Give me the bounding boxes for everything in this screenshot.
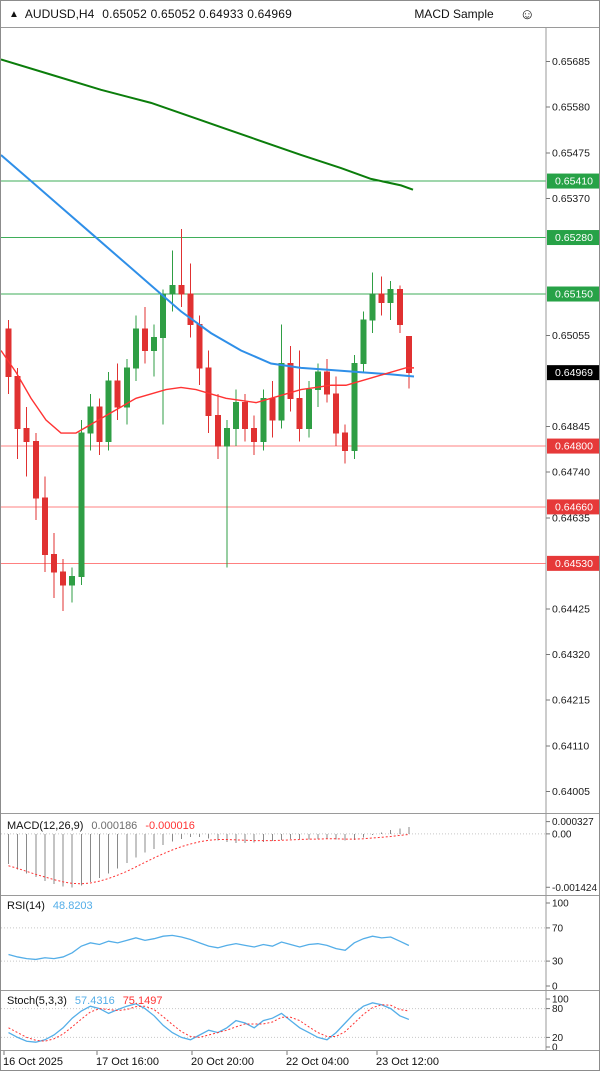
svg-text:0.64425: 0.64425 — [552, 603, 590, 615]
svg-text:0.64845: 0.64845 — [552, 421, 590, 433]
svg-text:0.65685: 0.65685 — [552, 56, 590, 68]
macd-signal-line — [8, 833, 409, 885]
symbol-timeframe-label: AUDUSD,H4 — [24, 7, 95, 21]
svg-text:0.00: 0.00 — [552, 829, 572, 840]
svg-text:0.65280: 0.65280 — [555, 232, 593, 244]
svg-text:30: 30 — [552, 957, 564, 968]
svg-text:0.64530: 0.64530 — [555, 558, 593, 570]
svg-text:100: 100 — [552, 995, 569, 1006]
svg-text:22 Oct 04:00: 22 Oct 04:00 — [286, 1056, 349, 1068]
stoch-k-line — [8, 1002, 410, 1043]
svg-text:0.65580: 0.65580 — [552, 102, 590, 114]
svg-text:0.64005: 0.64005 — [552, 786, 590, 798]
price-axis: 0.65685 0.65580 0.65475 0.65370 0.65055 0.648… — [545, 28, 590, 1051]
svg-text:80: 80 — [552, 1004, 564, 1015]
svg-text:0.65475: 0.65475 — [552, 147, 590, 159]
svg-text:0.64110: 0.64110 — [552, 740, 589, 752]
svg-text:0.000327: 0.000327 — [552, 817, 594, 828]
price-badges: 0.65410 0.65280 0.65150 0.64800 0.64660 0.645… — [547, 173, 599, 571]
svg-text:-0.001424: -0.001424 — [552, 883, 597, 894]
svg-text:0.64800: 0.64800 — [555, 441, 593, 453]
svg-text:0.64635: 0.64635 — [552, 512, 590, 524]
candles — [5, 228, 412, 612]
svg-text:0: 0 — [552, 982, 558, 993]
svg-text:23 Oct 12:00: 23 Oct 12:00 — [376, 1056, 439, 1068]
svg-text:0.64215: 0.64215 — [552, 695, 590, 707]
ma-red-line — [1, 350, 414, 434]
svg-text:20 Oct 20:00: 20 Oct 20:00 — [191, 1056, 254, 1068]
svg-text:16 Oct 2025: 16 Oct 2025 — [3, 1056, 63, 1068]
panel-separators — [1, 813, 599, 1051]
svg-text:0.64969: 0.64969 — [555, 367, 593, 379]
stoch-d-line — [8, 1004, 409, 1042]
ea-name-label: MACD Sample — [414, 7, 494, 21]
rsi-line — [8, 934, 410, 961]
panel-label: RSI(14) 48.8203 — [7, 900, 93, 912]
svg-text:0.65150: 0.65150 — [555, 289, 593, 301]
panel-label: MACD(12,26,9) 0.000186 -0.000016 — [7, 820, 195, 832]
svg-text:0.65370: 0.65370 — [552, 193, 590, 205]
time-axis: 16 Oct 2025 17 Oct 16:00 20 Oct 20:00 22 Oc… — [3, 1051, 439, 1068]
header-right: MACD Sample ☺ — [414, 7, 591, 22]
ma-blue-line — [1, 154, 415, 378]
svg-text:0.64320: 0.64320 — [552, 649, 590, 661]
panel-label: Stoch(5,3,3) 57.4316 75.1497 — [7, 995, 162, 1007]
svg-text:0.64660: 0.64660 — [555, 501, 593, 513]
svg-text:0.65055: 0.65055 — [552, 330, 590, 342]
svg-text:20: 20 — [552, 1033, 564, 1044]
ohlc-values: 0.65052 0.65052 0.64933 0.64969 — [102, 7, 292, 21]
svg-text:70: 70 — [552, 923, 564, 934]
svg-text:100: 100 — [552, 899, 569, 910]
chart-symbol-icon: ▲ — [9, 8, 19, 20]
svg-text:0.65410: 0.65410 — [555, 176, 593, 188]
chart-header: ▲ AUDUSD,H4 0.65052 0.65052 0.64933 0.64… — [1, 1, 599, 28]
macd-histogram — [8, 826, 410, 888]
svg-text:17 Oct 16:00: 17 Oct 16:00 — [96, 1056, 159, 1068]
ea-status-smiley-icon[interactable]: ☺ — [519, 5, 535, 23]
svg-text:0: 0 — [552, 1043, 558, 1054]
support-resistance-lines — [1, 180, 546, 564]
ma-green-line — [1, 58, 414, 191]
rsi-panel: 100 70 30 0 RSI(14) 48.8203 — [1, 899, 569, 993]
svg-text:0.64740: 0.64740 — [552, 467, 590, 479]
